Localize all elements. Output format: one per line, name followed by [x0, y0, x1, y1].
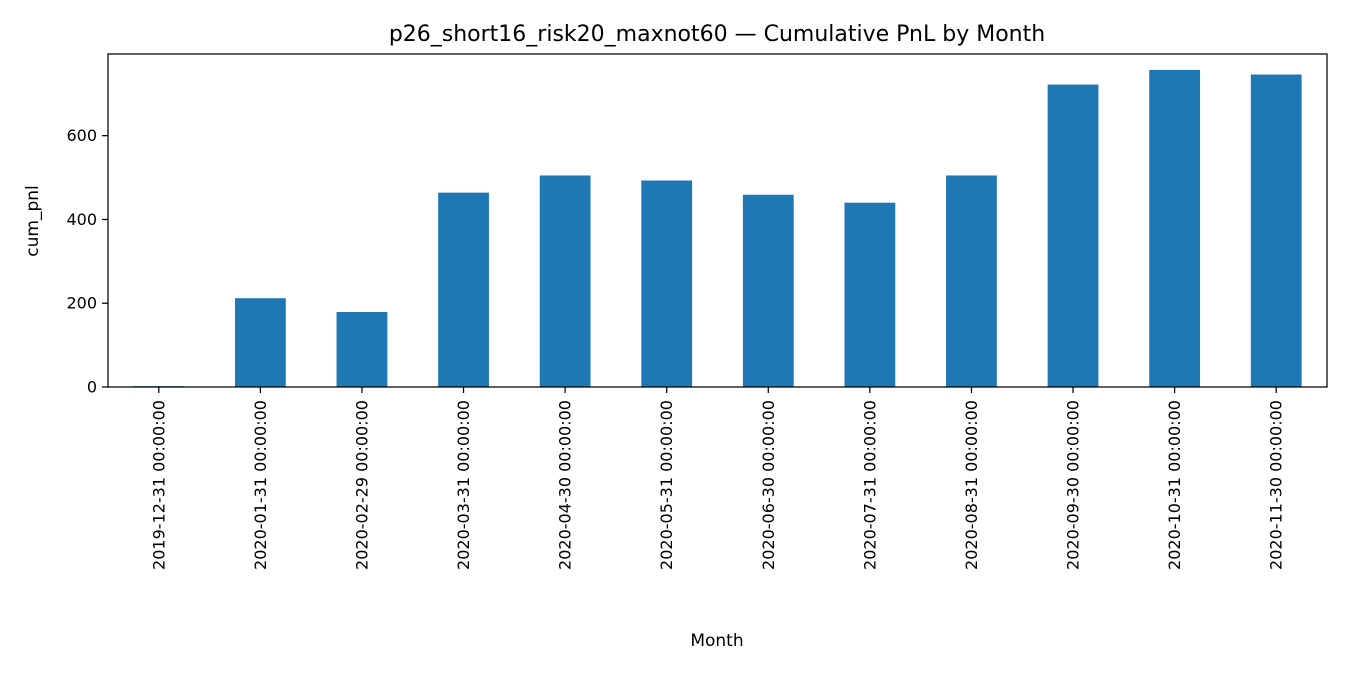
- bar-2: [336, 312, 388, 387]
- x-tick-label-11: 2020-11-30 00:00:00: [1267, 400, 1286, 570]
- x-tick-label-9: 2020-09-30 00:00:00: [1064, 400, 1083, 570]
- bar-11: [1250, 74, 1302, 387]
- y-tick-label-3: 600: [66, 126, 97, 145]
- y-axis: 0 200 400 600: [66, 126, 108, 397]
- bar-3: [438, 192, 489, 387]
- x-tick-label-3: 2020-03-31 00:00:00: [454, 400, 473, 570]
- bar-5: [641, 180, 693, 387]
- y-tick-label-2: 400: [66, 210, 97, 229]
- y-tick-label-1: 200: [66, 294, 97, 313]
- x-tick-label-7: 2020-07-31 00:00:00: [860, 400, 879, 570]
- plot-frame: [107, 53, 1328, 388]
- bar-10: [1149, 69, 1201, 387]
- x-tick-label-8: 2020-08-31 00:00:00: [962, 400, 981, 570]
- x-tick-label-10: 2020-10-31 00:00:00: [1165, 400, 1184, 570]
- x-tick-label-2: 2020-02-29 00:00:00: [352, 400, 371, 570]
- bar-8: [946, 175, 997, 387]
- bar-7: [844, 202, 896, 387]
- bar-4: [539, 175, 591, 387]
- x-tick-label-4: 2020-04-30 00:00:00: [556, 400, 575, 570]
- bar-1: [234, 298, 286, 387]
- x-tick-label-0: 2019-12-31 00:00:00: [149, 400, 168, 570]
- bars: [133, 69, 1302, 387]
- y-axis-label: cum_pnl: [23, 185, 43, 256]
- x-tick-label-6: 2020-06-30 00:00:00: [759, 400, 778, 570]
- bar-9: [1047, 84, 1099, 387]
- x-tick-label-5: 2020-05-31 00:00:00: [657, 400, 676, 570]
- y-tick-label-0: 0: [87, 378, 97, 397]
- x-tick-label-1: 2020-01-31 00:00:00: [251, 400, 270, 570]
- bar-6: [742, 194, 794, 387]
- x-axis-label: Month: [690, 631, 743, 651]
- x-axis: 2019-12-31 00:00:00 2020-01-31 00:00:00 20…: [149, 387, 1286, 570]
- chart-title: p26_short16_risk20_maxnot60 — Cumulative…: [389, 22, 1045, 47]
